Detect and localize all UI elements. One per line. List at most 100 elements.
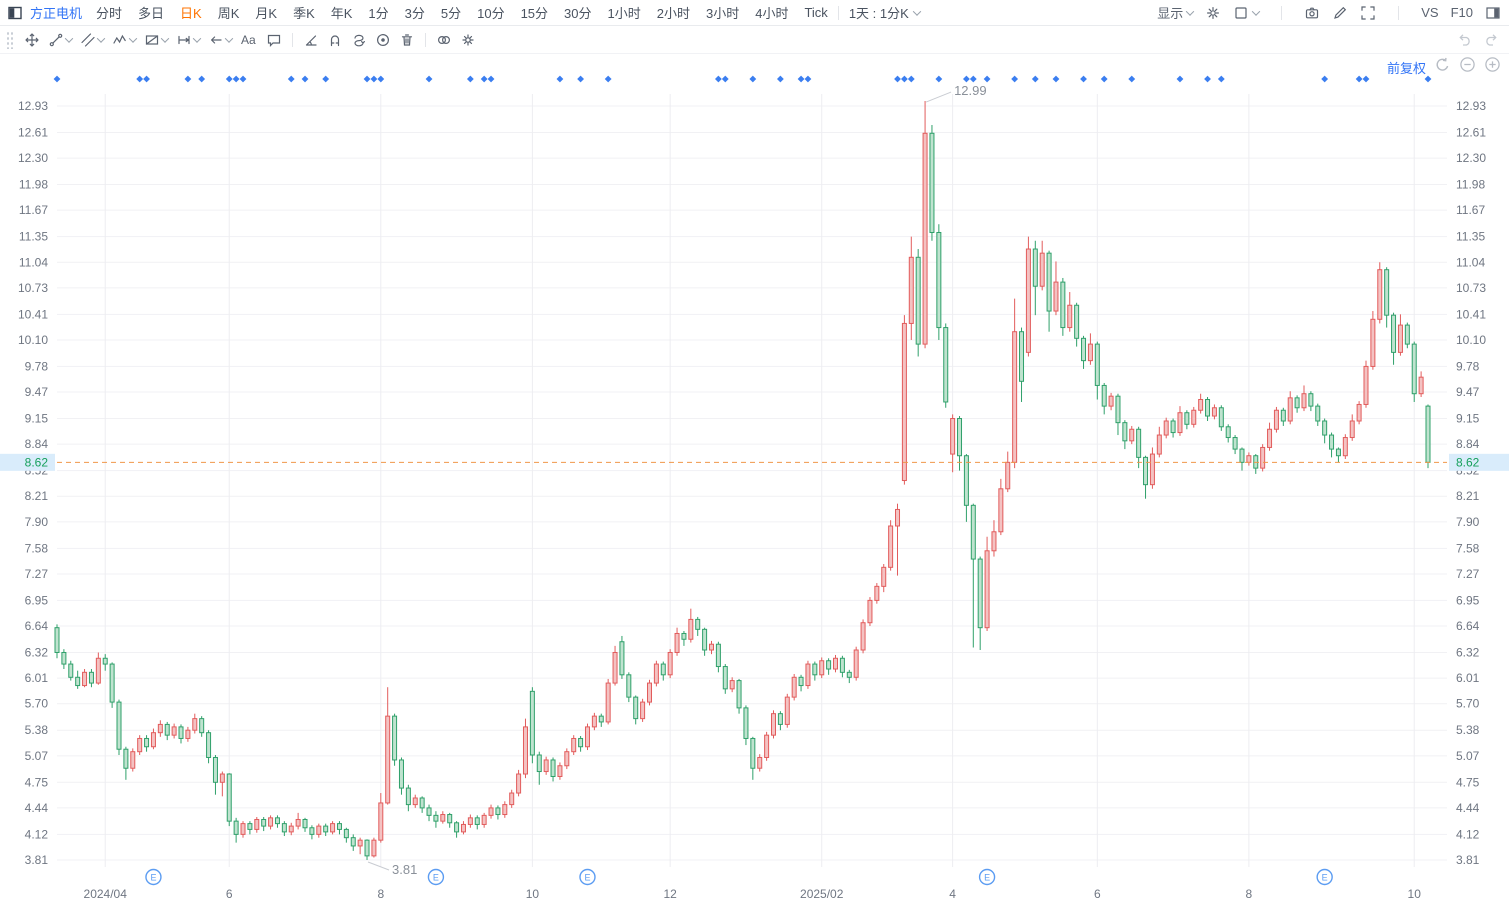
tab-30分[interactable]: 30分	[564, 6, 592, 21]
earnings-marker-icon[interactable]	[427, 868, 445, 886]
zoom-out-icon[interactable]	[1459, 56, 1476, 78]
wave-tool[interactable]	[108, 30, 140, 50]
settings-gear-icon[interactable]	[1205, 5, 1221, 21]
event-dot-icon[interactable]	[804, 75, 812, 83]
event-dot-icon[interactable]	[1355, 75, 1363, 83]
drag-handle[interactable]	[6, 30, 14, 49]
delete-tool[interactable]	[395, 30, 419, 50]
undo-icon[interactable]	[1457, 31, 1473, 52]
comment-tool[interactable]	[262, 30, 286, 50]
event-dot-icon[interactable]	[143, 75, 150, 83]
event-dot-icon[interactable]	[894, 75, 901, 83]
f10-button[interactable]: F10	[1450, 5, 1473, 20]
channel-tool[interactable]	[76, 30, 108, 50]
event-dot-icon[interactable]	[1424, 75, 1432, 83]
event-dot-icon[interactable]	[322, 75, 330, 83]
compare-link-tool[interactable]	[432, 30, 456, 50]
redo-icon[interactable]	[1483, 31, 1499, 52]
event-dot-icon[interactable]	[901, 75, 908, 83]
event-dot-icon[interactable]	[287, 75, 295, 83]
fullscreen-icon[interactable]	[1360, 5, 1376, 21]
tab-日K[interactable]: 日K	[180, 6, 202, 21]
tab-年K[interactable]: 年K	[330, 6, 353, 21]
pattern-tool[interactable]	[140, 30, 172, 50]
event-dot-icon[interactable]	[184, 75, 192, 83]
event-dot-icon[interactable]	[232, 75, 240, 83]
reset-zoom-icon[interactable]	[1434, 56, 1451, 78]
event-dot-icon[interactable]	[425, 75, 433, 83]
event-dot-icon[interactable]	[1204, 75, 1211, 83]
event-dot-icon[interactable]	[1080, 75, 1087, 83]
display-dropdown[interactable]: 显示	[1157, 3, 1195, 22]
pencil-icon[interactable]	[1332, 5, 1348, 21]
event-dot-icon[interactable]	[225, 75, 233, 83]
event-dot-icon[interactable]	[749, 75, 757, 83]
tab-5分[interactable]: 5分	[440, 6, 462, 21]
event-dot-icon[interactable]	[53, 75, 61, 83]
event-dot-icon[interactable]	[1011, 75, 1019, 83]
event-dot-icon[interactable]	[1031, 75, 1039, 83]
event-dot-icon[interactable]	[1052, 75, 1060, 83]
magnet-tool[interactable]	[323, 30, 347, 50]
panel-toggle-icon[interactable]	[1485, 5, 1501, 21]
event-dot-icon[interactable]	[370, 75, 378, 83]
event-dot-icon[interactable]	[776, 75, 784, 83]
target-tool[interactable]	[371, 30, 395, 50]
arrow-tool[interactable]	[204, 30, 236, 50]
event-dot-icon[interactable]	[556, 75, 564, 83]
tab-1小时[interactable]: 1小时	[607, 6, 641, 21]
event-dot-icon[interactable]	[983, 75, 991, 83]
event-dot-icon[interactable]	[604, 75, 612, 83]
earnings-marker-icon[interactable]	[579, 868, 596, 886]
symbol-name[interactable]: 方正电机	[30, 6, 83, 21]
event-dot-icon[interactable]	[935, 75, 943, 83]
window-layout-icon[interactable]	[8, 6, 22, 20]
chart-style-dropdown[interactable]	[1233, 5, 1261, 21]
tab-2小时[interactable]: 2小时	[656, 6, 690, 21]
tab-多日[interactable]: 多日	[138, 6, 165, 21]
text-tool[interactable]: Aa	[236, 30, 262, 50]
event-dot-icon[interactable]	[714, 75, 722, 83]
trend-line-tool[interactable]	[44, 30, 76, 50]
event-dot-icon[interactable]	[466, 75, 474, 83]
event-dot-icon[interactable]	[377, 75, 385, 83]
event-dot-icon[interactable]	[963, 75, 970, 83]
event-dot-icon[interactable]	[907, 75, 915, 83]
event-dot-icon[interactable]	[1100, 75, 1108, 83]
earnings-marker-icon[interactable]	[978, 868, 996, 886]
tab-15分[interactable]: 15分	[520, 6, 549, 21]
event-dot-icon[interactable]	[721, 75, 729, 83]
candlestick-chart[interactable]: 12.93 12.93 12.61 12.61 12.30 12.30 11.98 11.98…	[0, 54, 1509, 906]
tab-季K[interactable]: 季K	[293, 6, 315, 21]
event-dot-icon[interactable]	[969, 75, 977, 83]
event-dot-icon[interactable]	[363, 75, 371, 83]
draw-settings-tool[interactable]	[456, 30, 480, 50]
angle-tool[interactable]	[299, 30, 323, 50]
tab-3小时[interactable]: 3小时	[705, 6, 740, 21]
event-dot-icon[interactable]	[301, 75, 309, 83]
event-dot-icon[interactable]	[1217, 75, 1225, 83]
vs-compare-button[interactable]: VS	[1421, 5, 1439, 20]
event-dot-icon[interactable]	[1176, 75, 1184, 83]
event-dot-icon[interactable]	[1321, 75, 1329, 83]
move-tool[interactable]	[20, 30, 44, 50]
tab-3分[interactable]: 3分	[404, 6, 425, 21]
earnings-marker-icon[interactable]	[1316, 868, 1333, 886]
auto-draw-tool[interactable]	[347, 30, 371, 50]
event-dot-icon[interactable]	[487, 75, 495, 83]
extend-line-tool[interactable]	[172, 30, 204, 50]
event-dot-icon[interactable]	[198, 75, 206, 83]
tab-周K[interactable]: 周K	[217, 6, 240, 21]
adjustment-mode-link[interactable]: 前复权	[1386, 60, 1426, 76]
tab-4小时[interactable]: 4小时	[755, 6, 789, 21]
tab-10分[interactable]: 10分	[477, 6, 505, 21]
event-dot-icon[interactable]	[239, 75, 247, 83]
event-dot-icon[interactable]	[577, 75, 584, 83]
tab-分时[interactable]: 分时	[96, 6, 123, 21]
zoom-in-icon[interactable]	[1484, 56, 1501, 78]
event-dot-icon[interactable]	[480, 75, 488, 83]
earnings-marker-icon[interactable]	[145, 868, 162, 886]
tab-1分[interactable]: 1分	[368, 6, 389, 21]
camera-icon[interactable]	[1304, 5, 1320, 21]
period-selector[interactable]: 1天 : 1分K	[849, 3, 922, 22]
